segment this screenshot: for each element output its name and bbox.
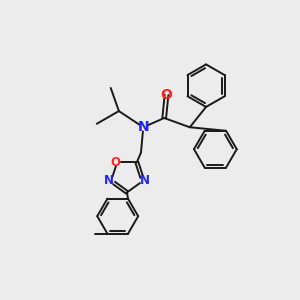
- Text: N: N: [140, 174, 150, 188]
- Text: N: N: [137, 120, 149, 134]
- Text: O: O: [160, 88, 172, 102]
- Text: N: N: [104, 174, 114, 188]
- Text: O: O: [110, 156, 120, 169]
